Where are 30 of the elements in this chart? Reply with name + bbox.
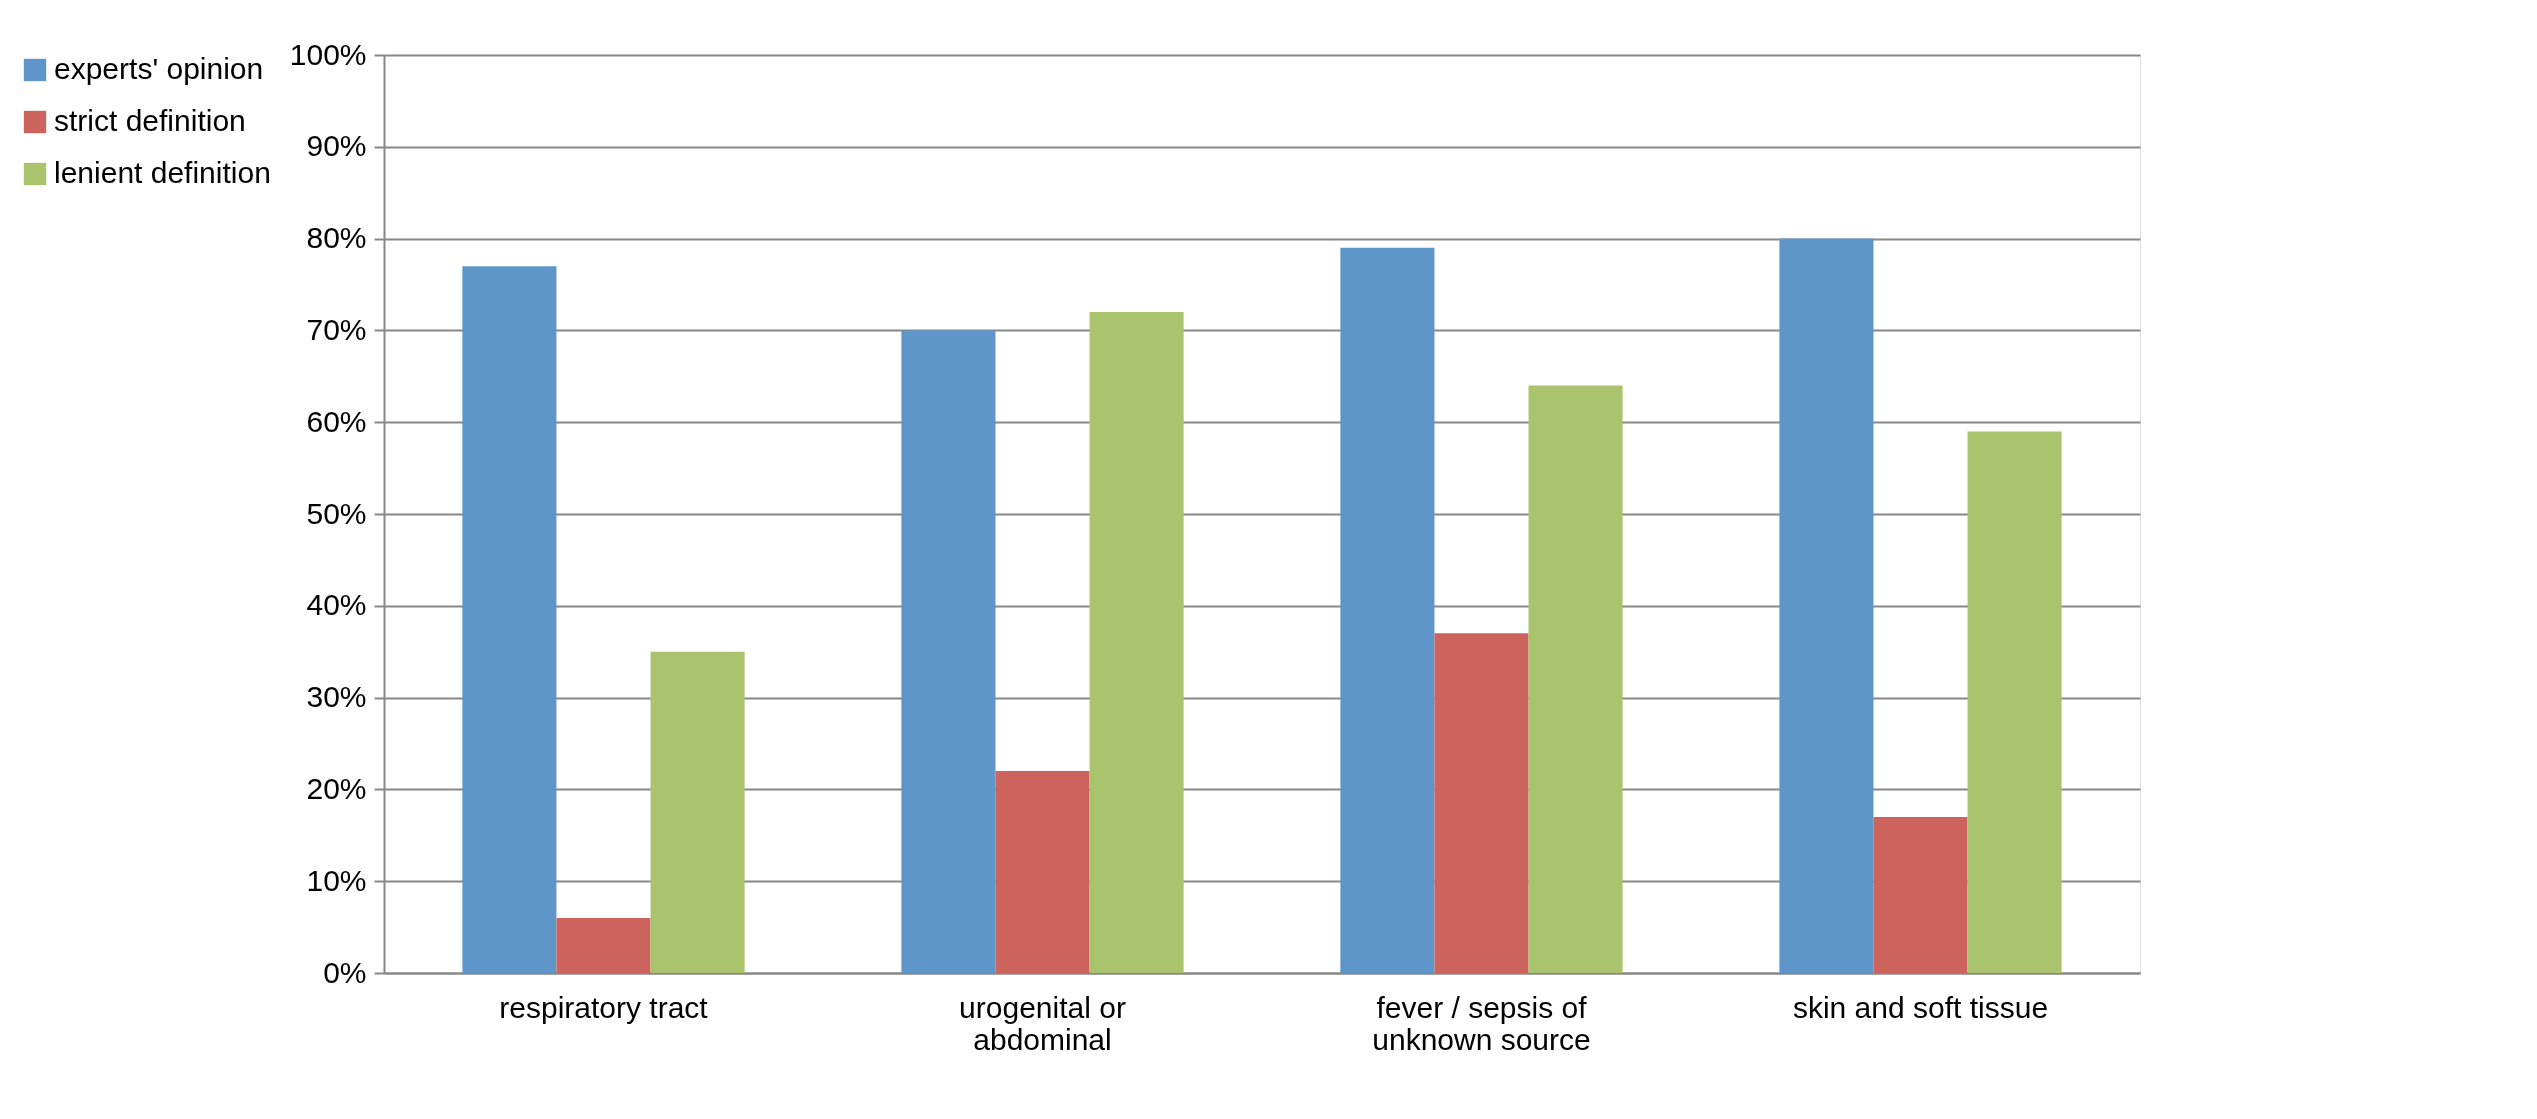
y-tick-label: 30% <box>306 680 367 714</box>
bar <box>462 266 557 973</box>
y-tick-label: 10% <box>306 863 367 897</box>
bar <box>995 771 1090 973</box>
x-tick-label: respiratory tract <box>499 990 709 1024</box>
bar <box>650 651 745 973</box>
y-tick-label: 20% <box>306 771 367 805</box>
y-tick-label: 100% <box>289 37 367 71</box>
y-tick-label: 90% <box>306 129 367 163</box>
x-tick-label: fever / sepsis of unknown source <box>1372 990 1591 1056</box>
bar <box>556 917 651 973</box>
x-tick-label: skin and soft tissue <box>1792 990 2049 1024</box>
bar <box>901 330 996 973</box>
y-tick-label: 0% <box>323 955 367 989</box>
y-tick-label: 50% <box>306 496 367 530</box>
legend-label: lenient definition <box>54 156 271 189</box>
y-tick-label: 70% <box>306 312 367 346</box>
bar <box>1089 312 1184 973</box>
legend-label: strict definition <box>54 104 246 137</box>
y-tick-label: 60% <box>306 404 367 438</box>
legend-label: experts' opinion <box>54 52 264 85</box>
bar <box>1873 816 1968 973</box>
bar <box>1779 238 1874 973</box>
bar <box>1528 385 1623 973</box>
x-tick-label: urogenital or abdominal <box>959 990 1126 1056</box>
bar <box>1434 633 1529 973</box>
y-tick-label: 80% <box>306 221 367 255</box>
y-tick-label: 40% <box>306 588 367 622</box>
bar <box>1340 247 1435 973</box>
bar <box>1967 431 2062 973</box>
